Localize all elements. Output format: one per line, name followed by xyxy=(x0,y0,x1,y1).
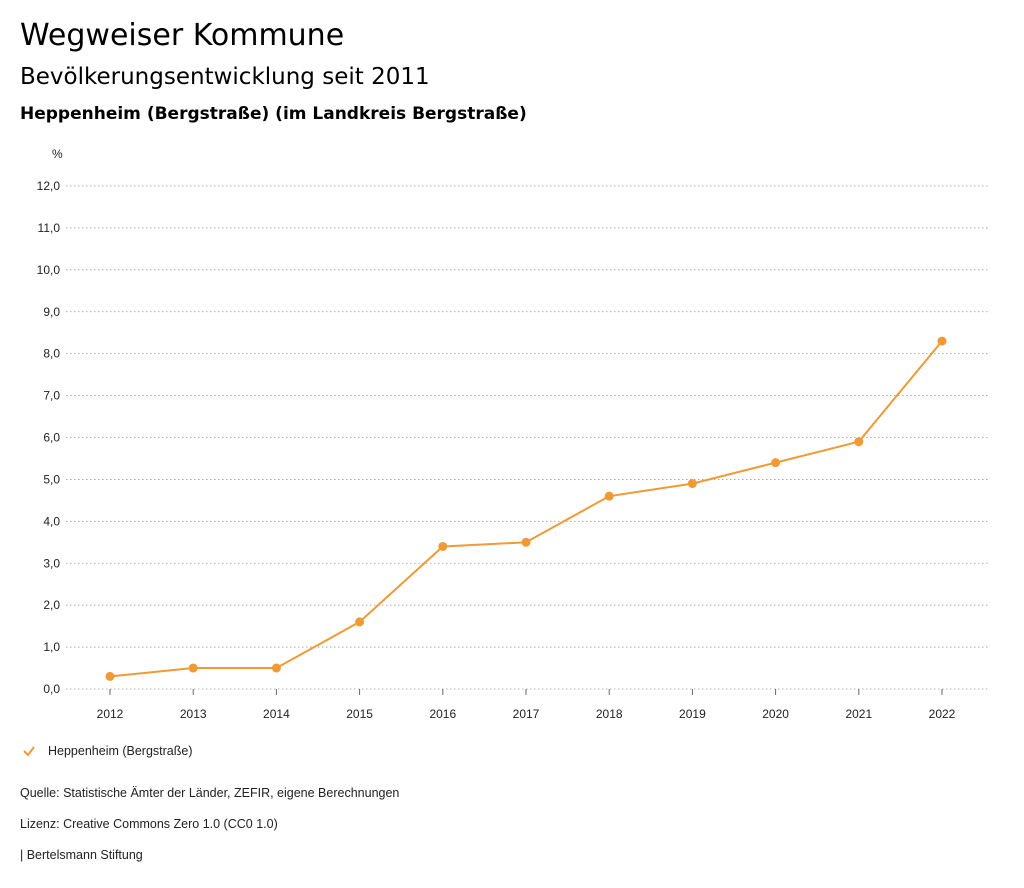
y-tick-label: 1,0 xyxy=(43,640,60,654)
legend-item-heppenheim[interactable]: Heppenheim (Bergstraße) xyxy=(22,744,193,758)
data-point-2022[interactable] xyxy=(937,336,947,346)
x-tick-label: 2018 xyxy=(596,707,623,721)
y-axis-unit: % xyxy=(52,147,63,161)
x-tick-label: 2015 xyxy=(346,707,373,721)
y-tick-label: 10,0 xyxy=(37,263,61,277)
data-point-2013[interactable] xyxy=(188,663,198,673)
y-tick-label: 12,0 xyxy=(37,179,61,193)
data-point-2020[interactable] xyxy=(771,458,781,468)
legend-label: Heppenheim (Bergstraße) xyxy=(48,744,193,758)
data-point-2012[interactable] xyxy=(105,671,115,681)
data-point-2014[interactable] xyxy=(271,663,281,673)
x-tick-label: 2016 xyxy=(429,707,456,721)
y-tick-label: 3,0 xyxy=(43,556,60,570)
y-tick-label: 11,0 xyxy=(38,221,61,235)
x-tick-label: 2012 xyxy=(97,707,124,721)
page-title: Wegweiser Kommune xyxy=(20,18,345,53)
publisher-note: | Bertelsmann Stiftung xyxy=(20,848,143,862)
region-name: Heppenheim (Bergstraße) (im Landkreis Be… xyxy=(20,104,527,124)
y-tick-label: 5,0 xyxy=(43,472,60,486)
y-tick-label: 6,0 xyxy=(43,431,60,445)
x-tick-label: 2013 xyxy=(180,707,207,721)
y-tick-label: 7,0 xyxy=(43,389,60,403)
license-note: Lizenz: Creative Commons Zero 1.0 (CC0 1… xyxy=(20,817,278,831)
x-tick-label: 2021 xyxy=(845,707,872,721)
x-tick-label: 2017 xyxy=(513,707,540,721)
series-heppenheim xyxy=(105,336,947,681)
data-point-2018[interactable] xyxy=(604,491,614,501)
y-tick-label: 8,0 xyxy=(43,347,60,361)
data-point-2016[interactable] xyxy=(438,541,448,551)
x-tick-label: 2022 xyxy=(929,707,956,721)
source-note: Quelle: Statistische Ämter der Länder, Z… xyxy=(20,786,400,800)
y-tick-label: 2,0 xyxy=(43,598,60,612)
y-tick-label: 9,0 xyxy=(43,305,60,319)
checkmark-icon xyxy=(23,746,35,757)
x-tick-label: 2014 xyxy=(263,707,290,721)
x-tick-label: 2020 xyxy=(762,707,789,721)
chart-subtitle: Bevölkerungsentwicklung seit 2011 xyxy=(20,64,430,90)
y-tick-label: 0,0 xyxy=(43,682,60,696)
line-chart: % 0,0 1,0 2,0 3,0 4,0 5,0 6,0 7,0 8,0 9,0 10,0 11,0… xyxy=(37,147,990,721)
data-point-2017[interactable] xyxy=(521,537,531,547)
grid-lines xyxy=(66,185,990,690)
x-axis-ticks: 2012 2013 2014 2015 2016 2017 2018 2019 2020 2021… xyxy=(97,689,956,721)
x-tick-label: 2019 xyxy=(679,707,706,721)
data-point-2021[interactable] xyxy=(854,437,864,447)
data-point-2015[interactable] xyxy=(355,617,365,627)
series-line xyxy=(109,340,943,678)
y-tick-label: 4,0 xyxy=(43,514,60,528)
data-point-2019[interactable] xyxy=(687,479,697,489)
y-axis-ticks: 0,0 1,0 2,0 3,0 4,0 5,0 6,0 7,0 8,0 9,0 10,0 11,0 12… xyxy=(37,179,61,696)
